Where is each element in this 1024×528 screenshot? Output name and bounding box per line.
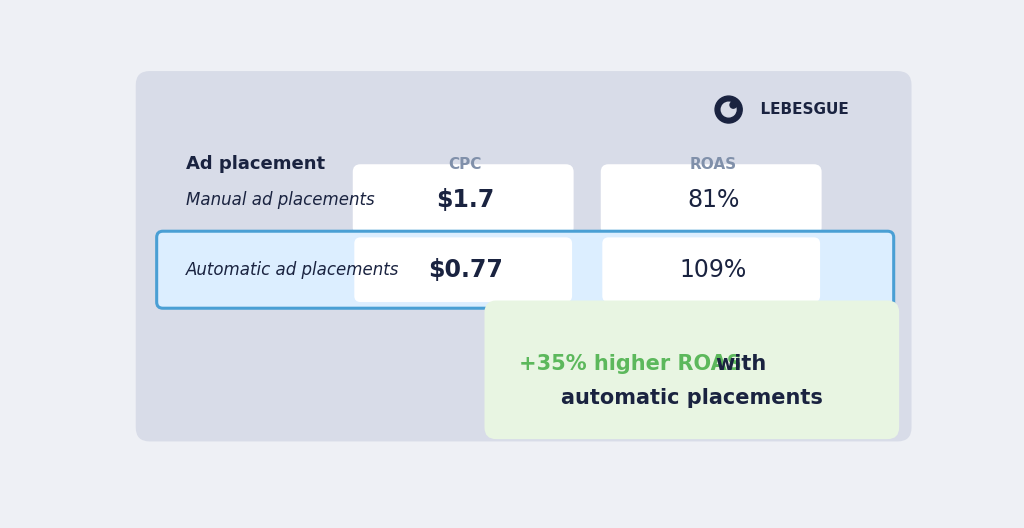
Text: LEBESGUE: LEBESGUE [750, 102, 848, 117]
Circle shape [715, 96, 742, 123]
Text: +35% higher ROAS: +35% higher ROAS [519, 354, 742, 374]
Circle shape [721, 102, 736, 117]
Text: automatic placements: automatic placements [561, 388, 823, 408]
Text: with: with [716, 354, 767, 374]
FancyBboxPatch shape [484, 300, 899, 439]
Text: Manual ad placements: Manual ad placements [186, 191, 375, 209]
FancyBboxPatch shape [157, 231, 894, 308]
FancyBboxPatch shape [352, 164, 573, 235]
Text: Ad placement: Ad placement [186, 155, 326, 173]
Text: $1.7: $1.7 [436, 187, 495, 212]
FancyBboxPatch shape [136, 71, 911, 441]
FancyBboxPatch shape [601, 164, 821, 235]
Text: Automatic ad placements: Automatic ad placements [186, 261, 399, 279]
FancyBboxPatch shape [354, 238, 572, 302]
Text: 109%: 109% [680, 258, 746, 282]
Circle shape [730, 102, 736, 108]
FancyBboxPatch shape [602, 238, 820, 302]
Text: ROAS: ROAS [689, 157, 736, 172]
Text: CPC: CPC [449, 157, 482, 172]
Text: $0.77: $0.77 [428, 258, 503, 282]
Text: 81%: 81% [687, 187, 739, 212]
